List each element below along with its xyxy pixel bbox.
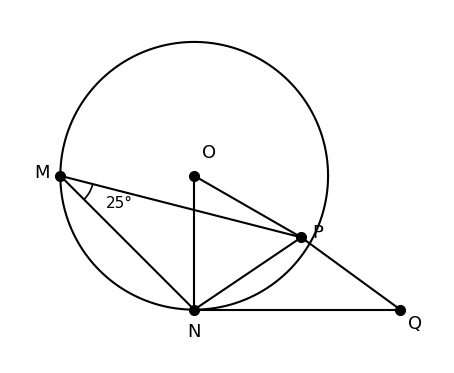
Text: M: M <box>34 164 49 182</box>
Text: N: N <box>188 323 201 341</box>
Text: O: O <box>202 144 217 162</box>
Text: 25°: 25° <box>106 197 133 211</box>
Text: P: P <box>312 224 323 242</box>
Text: Q: Q <box>409 315 423 333</box>
